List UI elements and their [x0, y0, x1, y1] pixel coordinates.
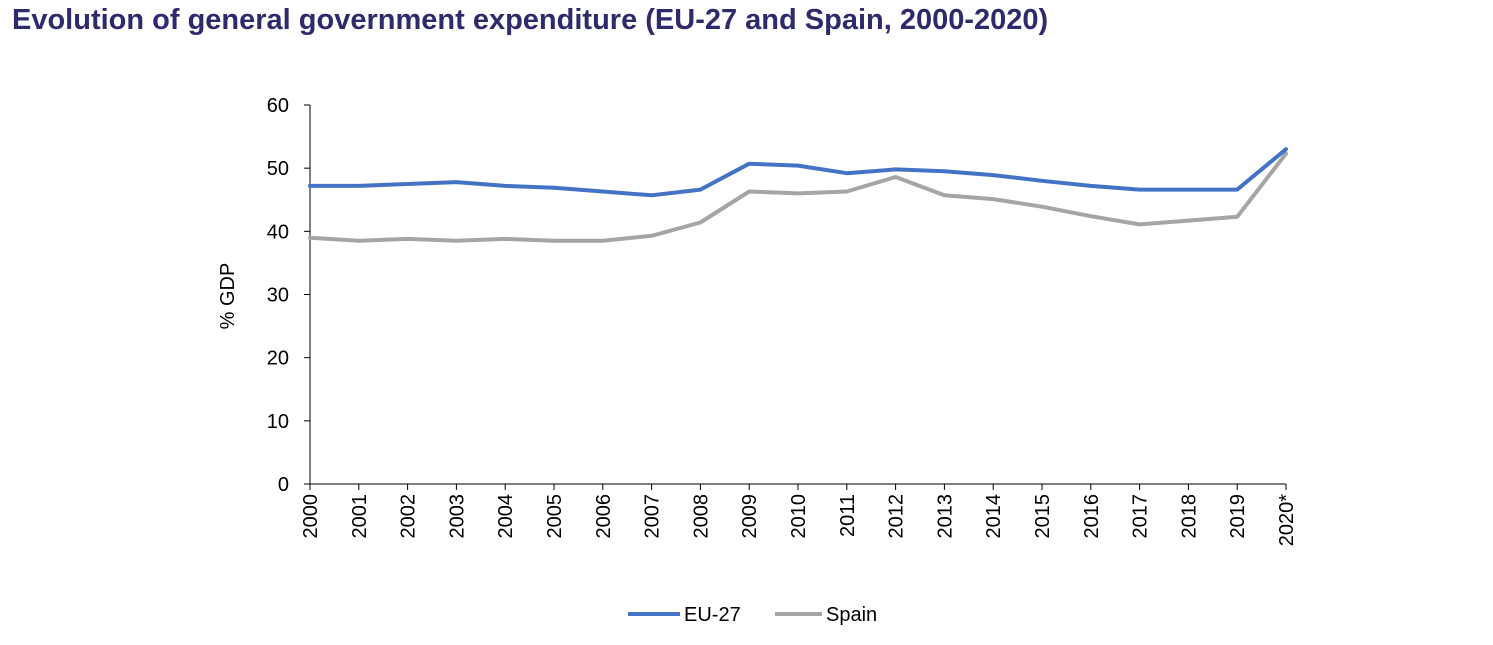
- data-point-spain: [1237, 216, 1238, 217]
- data-point-eu-27: [554, 187, 555, 188]
- data-point-spain: [602, 240, 603, 241]
- data-point-eu-27: [1237, 189, 1238, 190]
- x-tick-label: 2009: [739, 494, 761, 539]
- data-point-eu-27: [993, 175, 994, 176]
- data-point-eu-27: [895, 169, 896, 170]
- y-tick-label: 10: [267, 411, 289, 433]
- data-point-eu-27: [1139, 189, 1140, 190]
- data-point-eu-27: [602, 191, 603, 192]
- x-tick-label: 2014: [983, 494, 1005, 539]
- data-point-spain: [1090, 216, 1091, 217]
- data-point-eu-27: [944, 171, 945, 172]
- y-tick-label: 50: [267, 158, 289, 180]
- data-point-eu-27: [1042, 180, 1043, 181]
- x-tick-label: 2013: [934, 494, 956, 539]
- x-tick-label: 2002: [398, 494, 420, 539]
- x-tick-label: 2018: [1178, 494, 1200, 539]
- data-point-eu-27: [505, 185, 506, 186]
- data-point-spain: [798, 193, 799, 194]
- x-tick-label: 2016: [1081, 494, 1103, 539]
- data-point-spain: [993, 199, 994, 200]
- data-point-spain: [651, 235, 652, 236]
- data-point-spain: [1139, 224, 1140, 225]
- x-tick-label: 2020*: [1276, 494, 1298, 546]
- data-point-eu-27: [358, 185, 359, 186]
- y-axis-label: % GDP: [217, 263, 239, 330]
- x-tick-label: 2015: [1032, 494, 1054, 539]
- y-tick-label: 20: [267, 348, 289, 370]
- x-tick-label: 2008: [690, 494, 712, 539]
- data-point-eu-27: [310, 185, 311, 186]
- x-tick-label: 2005: [544, 494, 566, 539]
- data-point-eu-27: [1286, 149, 1287, 150]
- data-point-eu-27: [700, 189, 701, 190]
- x-tick-label: 2000: [300, 494, 322, 539]
- tick-labels: 0 10 20 30 40 50 60 2000 2001 2002 2003 2004 2005 200…: [267, 95, 1298, 546]
- data-point-eu-27: [846, 173, 847, 174]
- data-point-eu-27: [651, 195, 652, 196]
- x-tick-label: 2003: [446, 494, 468, 539]
- data-point-spain: [895, 177, 896, 178]
- y-tick-label: 0: [278, 474, 289, 496]
- chart-title: Evolution of general government expendit…: [12, 4, 1049, 36]
- x-tick-label: 2019: [1227, 494, 1249, 539]
- data-point-spain: [700, 222, 701, 223]
- data-point-spain: [1188, 220, 1189, 221]
- y-tick-label: 30: [267, 285, 289, 307]
- legend: EU-27 Spain: [628, 604, 877, 626]
- data-point-spain: [310, 237, 311, 238]
- data-point-eu-27: [1090, 185, 1091, 186]
- y-tick-label: 60: [267, 95, 289, 117]
- data-point-eu-27: [798, 165, 799, 166]
- x-tick-label: 2004: [495, 494, 517, 539]
- x-tick-label: 2001: [349, 494, 371, 539]
- series-line-spain: [308, 151, 1288, 243]
- data-point-eu-27: [749, 163, 750, 164]
- x-tick-label: 2017: [1130, 494, 1152, 539]
- series-lines: [308, 147, 1288, 243]
- data-point-spain: [505, 238, 506, 239]
- data-point-eu-27: [1188, 189, 1189, 190]
- data-point-spain: [407, 238, 408, 239]
- series-line-eu-27: [308, 147, 1288, 198]
- y-tick-label: 40: [267, 221, 289, 243]
- data-point-spain: [554, 240, 555, 241]
- x-tick-label: 2011: [837, 494, 859, 537]
- axes: [304, 104, 1287, 490]
- data-point-spain: [749, 191, 750, 192]
- legend-label-eu-27: EU-27: [684, 604, 741, 626]
- data-point-spain: [944, 195, 945, 196]
- x-tick-label: 2006: [593, 494, 615, 539]
- legend-label-spain: Spain: [826, 604, 877, 626]
- data-point-spain: [1286, 153, 1287, 154]
- data-point-eu-27: [456, 182, 457, 183]
- data-point-spain: [846, 191, 847, 192]
- data-point-spain: [456, 240, 457, 241]
- data-point-eu-27: [407, 183, 408, 184]
- x-tick-label: 2007: [642, 494, 664, 539]
- x-tick-label: 2010: [788, 494, 810, 539]
- x-tick-label: 2012: [886, 494, 908, 539]
- data-point-spain: [1042, 206, 1043, 207]
- data-point-spain: [358, 240, 359, 241]
